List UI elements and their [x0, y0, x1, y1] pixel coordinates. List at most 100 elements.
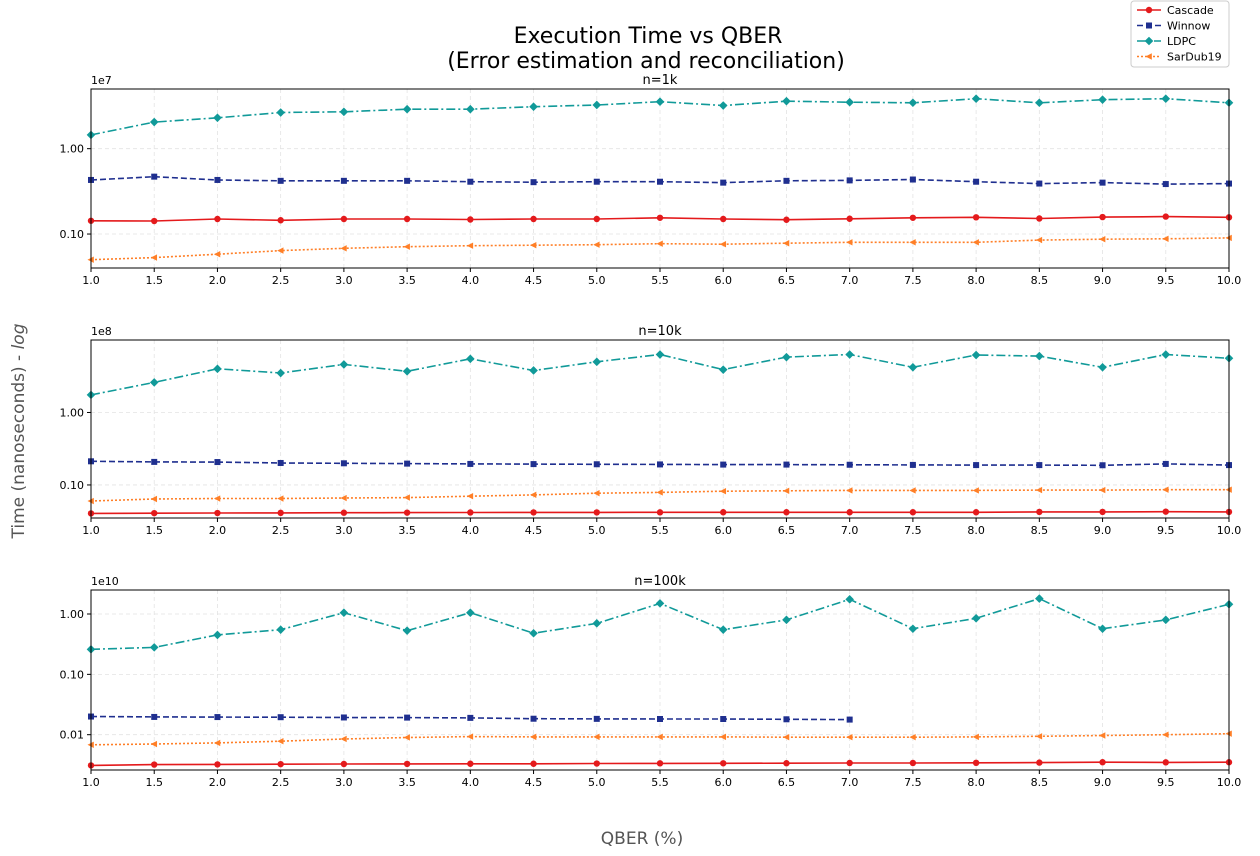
x-tick-label: 7.0	[841, 524, 859, 537]
x-tick-label: 1.0	[82, 524, 100, 537]
data-point-ldpc	[845, 595, 854, 604]
axis-scale-label: 1e8	[91, 325, 112, 338]
data-point-winnow	[530, 179, 537, 186]
data-point-cascade	[151, 217, 158, 225]
data-point-ldpc	[1098, 624, 1107, 634]
data-point-winnow	[404, 460, 411, 467]
data-point-cascade	[656, 214, 664, 221]
data-point-ldpc	[402, 104, 412, 114]
data-point-winnow	[277, 177, 284, 184]
x-tick-label: 7.0	[841, 776, 859, 789]
data-point-cascade	[151, 761, 158, 768]
data-point-ldpc	[529, 102, 538, 112]
data-point-winnow	[846, 177, 853, 184]
x-tick-label: 8.5	[1031, 524, 1049, 537]
series-line-sardub19	[90, 237, 1230, 261]
data-point-cascade	[656, 509, 664, 516]
series-ldpc	[86, 350, 1234, 400]
data-point-ldpc	[339, 608, 349, 618]
subplot-panels: 1.0 1.5 2.0 2.5 3.0 3.5 4.0 4.5 5.0 5.5 6.0 6.5 7.0 7…	[60, 73, 1242, 789]
data-point-ldpc	[213, 630, 222, 640]
data-point-sardub19	[909, 733, 916, 741]
legend-swatch-marker	[1145, 53, 1152, 60]
data-point-sardub19	[593, 241, 600, 248]
subplot-title: n=100k	[634, 574, 686, 589]
data-point-cascade	[783, 509, 790, 516]
data-point-cascade	[1099, 213, 1106, 221]
data-point-cascade	[972, 509, 980, 516]
data-point-winnow	[973, 178, 980, 185]
legend-entry-ldpc: LDPC	[1137, 35, 1196, 48]
data-point-ldpc	[782, 615, 791, 625]
figure-title-line2: (Error estimation and reconciliation)	[447, 49, 845, 74]
data-point-winnow	[657, 178, 663, 185]
data-point-cascade	[593, 760, 600, 767]
data-point-ldpc	[971, 350, 981, 360]
data-point-winnow	[593, 178, 600, 185]
data-point-cascade	[720, 509, 727, 516]
data-point-sardub19	[909, 239, 916, 246]
x-tick-label: 10.0	[1217, 274, 1242, 287]
data-point-cascade	[214, 761, 221, 768]
data-point-sardub19	[1162, 486, 1169, 493]
x-tick-label: 8.0	[967, 524, 985, 537]
data-point-cascade	[720, 760, 727, 767]
data-point-sardub19	[530, 491, 537, 499]
data-point-winnow	[404, 177, 411, 184]
data-point-ldpc	[466, 104, 475, 114]
data-point-cascade	[467, 509, 474, 516]
data-point-sardub19	[1035, 486, 1043, 494]
data-point-sardub19	[403, 494, 410, 501]
data-point-sardub19	[150, 254, 158, 261]
data-point-ldpc	[782, 96, 791, 106]
x-tick-label: 4.5	[525, 524, 543, 537]
data-point-ldpc	[1161, 350, 1171, 359]
data-point-cascade	[1162, 213, 1169, 220]
y-axis-label: Time (nanoseconds) - log	[9, 323, 29, 539]
x-tick-label: 6.5	[778, 274, 796, 287]
subplot-2: 1.0 1.5 2.0 2.5 3.0 3.5 4.0 4.5 5.0 5.5 6.0 6.5 7.0 7…	[60, 324, 1242, 537]
x-tick-label: 7.5	[904, 524, 922, 537]
data-point-winnow	[1099, 179, 1106, 186]
data-point-sardub19	[719, 241, 727, 248]
data-point-winnow	[214, 714, 221, 721]
data-point-winnow	[720, 716, 727, 723]
data-point-winnow	[151, 458, 158, 465]
legend-label: SarDub19	[1167, 51, 1222, 64]
data-point-sardub19	[277, 247, 284, 254]
data-point-cascade	[340, 215, 348, 223]
series-line-ldpc	[90, 353, 1230, 396]
x-tick-label: 2.5	[272, 524, 290, 537]
data-point-sardub19	[972, 239, 979, 246]
series-cascade	[87, 508, 1233, 517]
x-tick-label: 9.0	[1094, 524, 1112, 537]
data-point-ldpc	[339, 360, 349, 369]
data-point-ldpc	[655, 599, 665, 608]
x-tick-label: 8.5	[1031, 274, 1049, 287]
data-point-winnow	[593, 715, 600, 722]
x-tick-label: 5.0	[588, 274, 606, 287]
data-point-sardub19	[719, 733, 727, 741]
x-tick-label: 5.5	[651, 524, 669, 537]
data-point-ldpc	[718, 365, 728, 374]
data-point-ldpc	[845, 97, 854, 107]
data-point-winnow	[1036, 180, 1043, 187]
data-point-cascade	[846, 215, 853, 222]
data-point-sardub19	[1099, 486, 1106, 494]
x-tick-label: 5.0	[588, 524, 606, 537]
x-tick-label: 2.5	[272, 776, 290, 789]
data-point-winnow	[720, 461, 727, 468]
data-point-cascade	[909, 509, 917, 516]
data-point-ldpc	[655, 350, 665, 359]
data-point-ldpc	[592, 619, 602, 628]
data-point-cascade	[467, 760, 474, 767]
x-tick-label: 3.5	[398, 524, 416, 537]
data-point-cascade	[403, 509, 411, 516]
data-point-winnow	[846, 461, 853, 468]
data-point-cascade	[530, 760, 537, 767]
legend-label: LDPC	[1167, 35, 1196, 48]
figure-title-line1: Execution Time vs QBER	[514, 24, 783, 49]
x-tick-label: 2.0	[209, 274, 227, 287]
data-point-cascade	[1036, 215, 1043, 222]
data-point-sardub19	[466, 242, 474, 249]
